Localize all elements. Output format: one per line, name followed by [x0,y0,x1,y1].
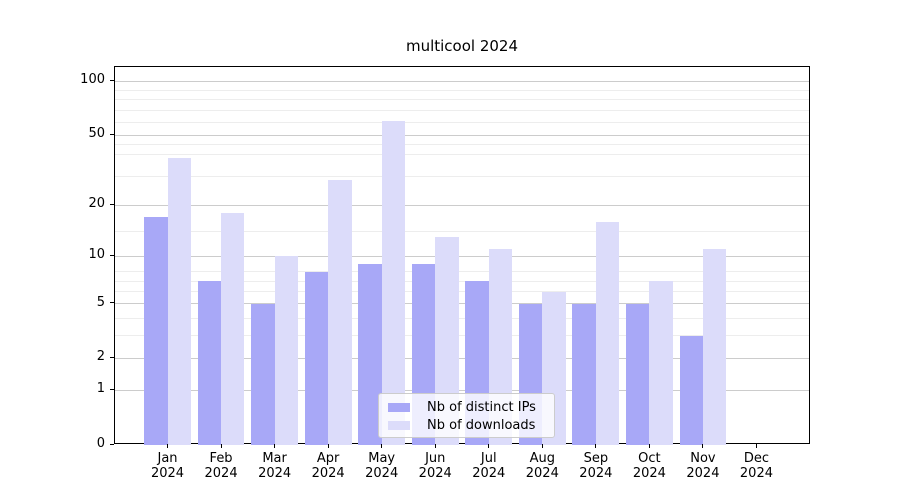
x-tick-mark [220,444,222,448]
bar-nb-of-downloads-nov [702,249,727,445]
bar-nb-of-distinct-ips-apr [304,271,329,445]
gridline-y-minor [115,89,809,91]
gridline-y-minor [115,231,809,233]
bar-nb-of-distinct-ips-oct [625,303,650,445]
x-tick-label: Apr 2024 [311,451,345,481]
bar-nb-of-downloads-oct [649,281,673,445]
x-tick-mark [274,444,276,448]
gridline-y-minor [115,271,809,273]
gridline-y-major [115,389,809,391]
gridline-y-minor [115,335,809,337]
gridline-y-minor [115,144,809,146]
bar-nb-of-downloads-apr [328,179,352,445]
y-tick-mark [110,356,114,358]
gridline-y-minor [115,153,809,155]
x-tick-label: Feb 2024 [204,451,238,481]
gridline-y-major [115,255,809,257]
x-tick-label: Jun 2024 [418,451,452,481]
x-tick-mark [381,444,383,448]
bar-nb-of-downloads-feb [221,212,245,445]
x-tick-mark [327,444,329,448]
bar-nb-of-distinct-ips-feb [197,281,222,445]
bar-nb-of-downloads-sep [595,221,620,445]
gridline-y-minor [115,121,809,123]
bar-nb-of-downloads-may [381,120,406,445]
x-tick-label: Jul 2024 [472,451,506,481]
y-tick-mark [110,79,114,81]
y-tick-mark [110,388,114,390]
gridline-y-minor [115,280,809,282]
bar-nb-of-distinct-ips-nov [679,335,703,445]
x-tick-label: Aug 2024 [525,451,559,481]
chart-title: multicool 2024 [405,37,519,55]
bar-nb-of-distinct-ips-may [358,263,382,445]
gridline-y-minor [115,291,809,293]
x-tick-label: Oct 2024 [632,451,666,481]
gridline-y-major [115,357,809,359]
bar-nb-of-distinct-ips-sep [572,303,596,445]
legend-item-downloads: Nb of downloads [388,416,545,434]
x-tick-mark [648,444,650,448]
x-tick-mark [755,444,757,448]
y-tick-mark [110,203,114,205]
y-tick-mark [110,254,114,256]
legend-label-downloads: Nb of downloads [427,417,536,433]
x-tick-mark [702,444,704,448]
legend-item-distinct-ips: Nb of distinct IPs [388,398,545,416]
legend-swatch-distinct-ips [388,402,410,412]
gridline-y-minor [115,109,809,111]
gridline-y-minor [115,176,809,178]
gridline-y-major [115,204,809,206]
bar-nb-of-downloads-jan [167,158,191,445]
y-tick-label: 2 [96,349,105,365]
x-tick-label: Sep 2024 [579,451,613,481]
y-tick-label: 0 [96,436,105,451]
y-tick-label: 50 [88,126,105,142]
y-tick-mark [110,133,114,135]
x-tick-label: Jan 2024 [150,451,185,481]
gridline-y-minor [115,99,809,101]
y-tick-mark [110,302,114,304]
x-tick-label: Nov 2024 [686,451,720,481]
legend: Nb of distinct IPs Nb of downloads [378,393,555,438]
bar-nb-of-downloads-jun [435,236,459,445]
x-tick-label: May 2024 [365,451,399,481]
y-tick-label: 1 [96,381,105,397]
plot-area: Nb of distinct IPs Nb of downloads [114,66,810,445]
y-tick-label: 20 [88,196,105,212]
y-tick-label: 100 [80,72,105,88]
legend-swatch-downloads [388,420,410,430]
bar-nb-of-distinct-ips-mar [251,303,275,445]
y-tick-label: 10 [88,247,105,262]
x-tick-mark [167,444,169,448]
x-tick-label: Mar 2024 [258,451,292,481]
bar-nb-of-downloads-mar [274,256,299,445]
gridline-y-major [115,80,809,82]
x-tick-label: Dec 2024 [739,451,773,481]
gridline-y-major [115,134,809,136]
y-tick-mark [110,443,114,445]
bar-nb-of-distinct-ips-jan [144,217,168,445]
x-tick-mark [595,444,597,448]
gridline-y-major [115,303,809,305]
legend-label-distinct-ips: Nb of distinct IPs [427,399,536,415]
x-tick-mark [434,444,436,448]
gridline-y-minor [115,317,809,319]
x-tick-mark [488,444,490,448]
x-tick-mark [541,444,543,448]
y-tick-label: 5 [96,294,105,310]
